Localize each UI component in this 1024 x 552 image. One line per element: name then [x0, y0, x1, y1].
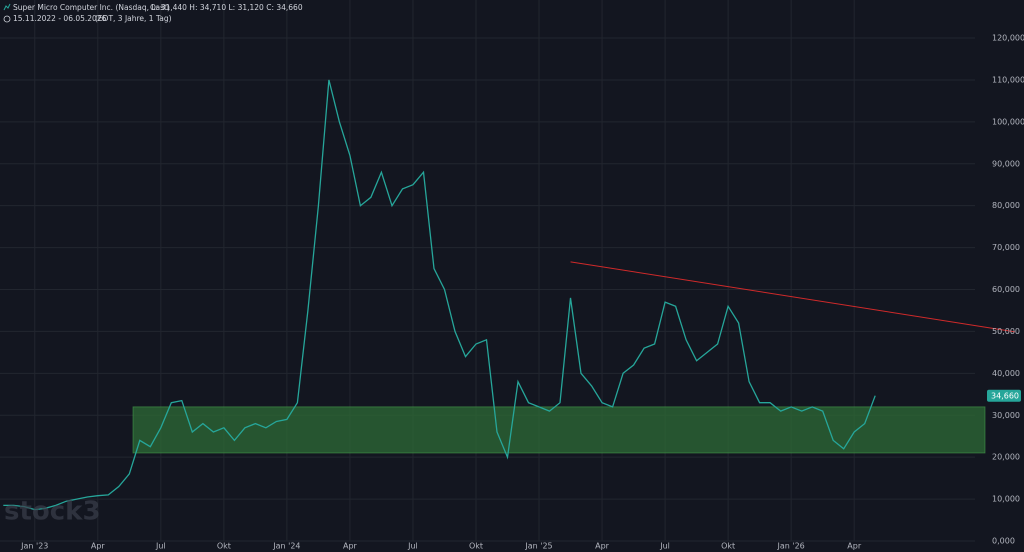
plot-layer — [0, 0, 1016, 542]
x-tick-label: Jan '23 — [20, 542, 48, 551]
trendline — [570, 261, 1016, 333]
ohlc: O: 31,440 H: 34,710 L: 31,120 C: 34,660 — [150, 3, 303, 12]
last-price-box — [987, 389, 1021, 402]
y-tick-label: 80,000 — [992, 201, 1020, 210]
support-zone — [132, 406, 986, 454]
y-tick-label: 70,000 — [992, 243, 1020, 252]
x-tick-label: Okt — [217, 542, 231, 551]
y-tick-label: 60,000 — [992, 285, 1020, 294]
x-tick-label: Jan '25 — [524, 542, 552, 551]
clock-icon — [3, 15, 11, 23]
y-tick-label: 90,000 — [992, 159, 1020, 168]
y-tick-label: 30,000 — [992, 411, 1020, 420]
x-tick-label: Jul — [659, 542, 670, 551]
x-tick-label: Apr — [847, 542, 862, 551]
y-tick-label: 120,000 — [992, 34, 1024, 43]
y-tick-label: 40,000 — [992, 369, 1020, 378]
watermark: stock3 — [4, 497, 101, 527]
x-tick-label: Jul — [407, 542, 418, 551]
y-tick-label: 100,000 — [992, 117, 1024, 126]
x-tick-label: Okt — [469, 542, 483, 551]
x-tick-label: Okt — [721, 542, 735, 551]
y-tick-label: 10,000 — [992, 495, 1020, 504]
x-tick-label: Apr — [343, 542, 358, 551]
x-tick-label: Jan '24 — [272, 542, 300, 551]
x-tick-label: Jan '26 — [777, 542, 805, 551]
y-tick-label: 110,000 — [992, 75, 1024, 84]
y-tick-label: 0,000 — [992, 537, 1015, 546]
range-detail: (EDT, 3 Jahre, 1 Tag) — [95, 14, 172, 23]
symbol-icon — [3, 3, 11, 11]
chart-title: Super Micro Computer Inc. (Nasdaq, Last) — [13, 3, 170, 12]
x-tick-label: Apr — [91, 542, 106, 551]
price-line — [3, 79, 876, 511]
y-tick-label: 20,000 — [992, 453, 1020, 462]
y-tick-label: 50,000 — [992, 327, 1020, 336]
last-price-label: 34,660 — [991, 392, 1019, 401]
x-tick-label: Jul — [155, 542, 166, 551]
x-tick-label: Apr — [595, 542, 610, 551]
date-range: 15.11.2022 - 06.05.2026 — [13, 14, 107, 23]
